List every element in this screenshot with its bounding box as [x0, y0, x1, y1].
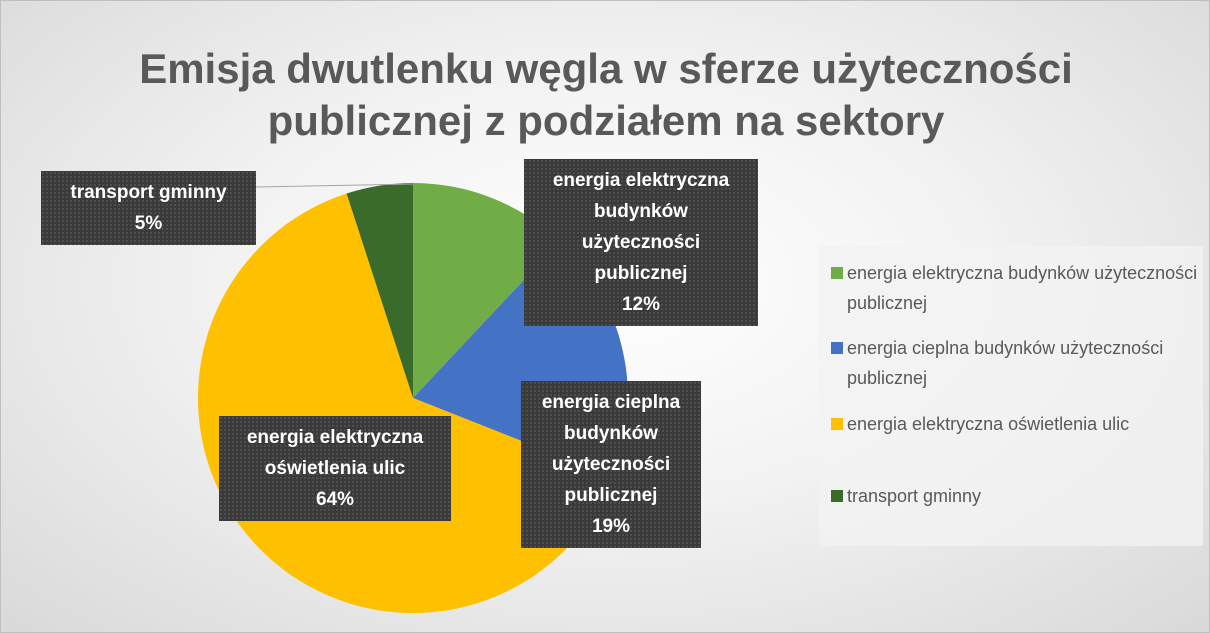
data-label-name: energia elektryczna oświetlenia ulic — [246, 427, 424, 479]
data-label: energia elektryczna budynków użytecznośc… — [524, 159, 758, 326]
legend-swatch — [831, 342, 843, 354]
pie-slice — [413, 183, 561, 398]
data-label-name: transport gminny — [70, 182, 227, 203]
data-label-name: energia cieplna budynków użyteczności pu… — [541, 392, 681, 506]
data-label-value: 64% — [315, 489, 355, 510]
data-label: transport gminny 5% — [41, 171, 256, 245]
legend-swatch — [831, 418, 843, 430]
legend-label: transport gminny — [847, 486, 982, 506]
data-label: energia cieplna budynków użyteczności pu… — [521, 381, 701, 548]
legend: energia elektryczna budynków użytecznośc… — [819, 246, 1203, 546]
data-label-value: 5% — [134, 213, 163, 234]
legend-entry: energia elektryczna oświetlenia ulic — [831, 409, 1201, 439]
data-label-value: 12% — [621, 294, 661, 315]
chart-title: Emisja dwutlenku węgla w sferze użyteczn… — [139, 45, 1073, 144]
data-label: energia elektryczna oświetlenia ulic 64% — [219, 416, 451, 521]
legend-swatch — [831, 490, 843, 502]
data-label-value: 19% — [591, 516, 631, 537]
legend-entry: energia cieplna budynków użyteczności pu… — [831, 333, 1201, 393]
legend-swatch — [831, 267, 843, 279]
data-label-name: energia elektryczna budynków użytecznośc… — [552, 170, 730, 284]
legend-label: energia elektryczna budynków użytecznośc… — [847, 263, 1198, 313]
pie-slice — [346, 183, 413, 398]
legend-label: energia cieplna budynków użyteczności pu… — [847, 338, 1164, 388]
legend-entry: energia elektryczna budynków użytecznośc… — [831, 258, 1201, 318]
legend-label: energia elektryczna oświetlenia ulic — [847, 414, 1130, 434]
legend-entry: transport gminny — [831, 481, 1201, 511]
leader-line — [255, 183, 414, 188]
